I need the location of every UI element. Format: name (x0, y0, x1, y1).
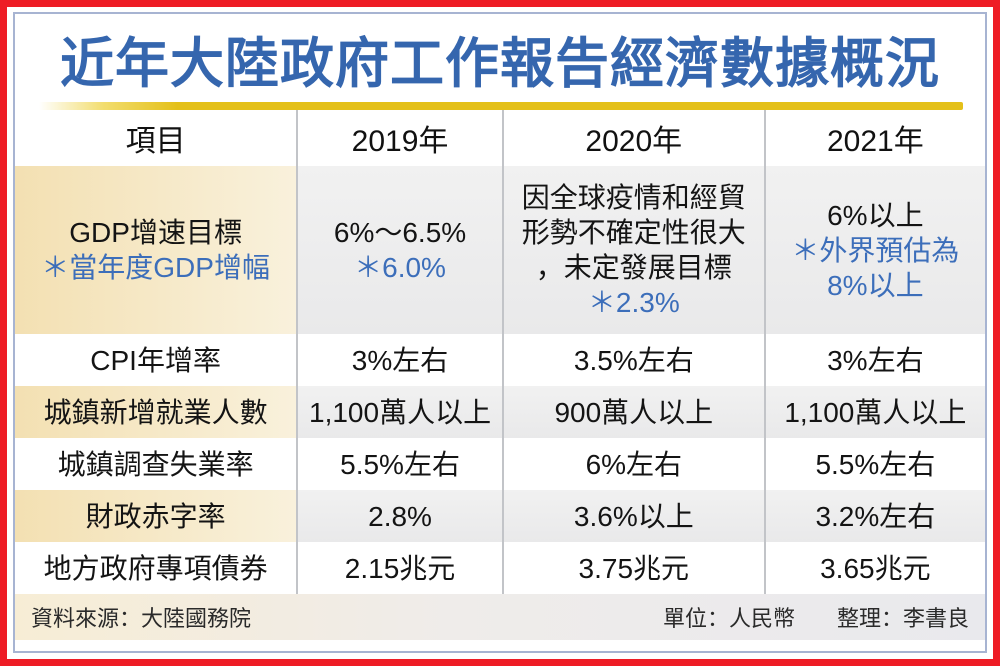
value-cell: 900萬人以上 (503, 386, 766, 438)
value-cell: 3.2%左右 (765, 490, 985, 542)
cell-text: 6%左右 (585, 448, 683, 480)
cell-text: 2.8% (368, 500, 432, 532)
value-cell: 1,100萬人以上 (765, 386, 985, 438)
value-cell: 因全球疫情和經貿 形勢不確定性很大 ，未定發展目標 ＊2.3% (503, 166, 766, 334)
column-header-2019: 2019年 (298, 110, 504, 166)
source-note: 資料來源：大陸國務院 (31, 606, 252, 631)
value-cell: 6%以上 ＊外界預估為 8%以上 (765, 166, 985, 334)
cell-text: 地方政府專項債券 (43, 552, 268, 584)
cell-text: 5.5%左右 (815, 448, 936, 480)
row-label-cell: 城鎮新增就業人數 (15, 386, 299, 438)
column-header-item: 項目 (15, 110, 299, 166)
row-label-cell: CPI年增率 (15, 334, 299, 386)
compiler-note: 整理：李書良 (836, 606, 969, 631)
data-table: GDP增速目標 ＊當年度GDP增幅 6%～6.5% ＊6.0% 因全球疫情和經貿 形勢不確… (15, 166, 985, 594)
column-header-2021: 2021年 (826, 125, 924, 158)
value-cell: 5.5%左右 (298, 438, 504, 490)
cell-text: 3%左右 (351, 344, 449, 376)
cell-text: 3.65兆元 (820, 552, 931, 584)
cell-text: CPI年增率 (90, 344, 221, 376)
value-cell: 2.8% (298, 490, 504, 542)
table-row: 城鎮新增就業人數 1,100萬人以上 900萬人以上 1,100萬人以上 (15, 386, 985, 438)
cell-text: GDP增速目標 (69, 217, 242, 248)
value-cell: 6%左右 (503, 438, 766, 490)
unit-note: 單位：人民幣 (662, 606, 795, 631)
cell-text: 3.2%左右 (815, 500, 936, 532)
value-cell: 3.5%左右 (503, 334, 766, 386)
footer-right-group: 單位：人民幣 整理：李書良 (663, 601, 969, 633)
value-cell: 3.65兆元 (765, 542, 985, 594)
cell-text: 900萬人以上 (554, 396, 714, 428)
cell-text: 2.15兆元 (344, 552, 456, 584)
column-header-2020: 2020年 (504, 110, 766, 166)
row-label-cell: 財政赤字率 (15, 490, 299, 542)
value-cell: 3%左右 (298, 334, 504, 386)
row-label-cell: 地方政府專項債券 (15, 542, 299, 594)
cell-text: 3.5%左右 (573, 344, 694, 376)
cell-text: 3%左右 (827, 344, 924, 376)
table-row: 財政赤字率 2.8% 3.6%以上 3.2%左右 (15, 490, 985, 542)
table-header-row: 項目 2019年 2020年 2021年 (15, 110, 985, 166)
content-box: 近年大陸政府工作報告經濟數據概況 項目 2019年 2020年 2021年 GD… (13, 12, 987, 653)
table-row: 城鎮調查失業率 5.5%左右 6%左右 5.5%左右 (15, 438, 985, 490)
cell-text: 3.6%以上 (573, 500, 694, 532)
value-cell: 3.6%以上 (503, 490, 766, 542)
cell-text: 形勢不確定性很大 (521, 217, 746, 248)
cell-text: 1,100萬人以上 (784, 396, 967, 428)
footnote-text: ＊外界預估為 (791, 234, 960, 266)
value-cell: 3.75兆元 (503, 542, 766, 594)
cell-text: 因全球疫情和經貿 (521, 182, 746, 213)
cell-text: 5.5%左右 (340, 448, 460, 480)
value-cell: 1,100萬人以上 (298, 386, 504, 438)
cell-text: 6%～6.5% (333, 217, 467, 248)
cell-text: 6%以上 (827, 199, 924, 231)
cell-text: 城鎮新增就業人數 (43, 396, 268, 428)
value-cell: 3%左右 (765, 334, 985, 386)
table-row: CPI年增率 3%左右 3.5%左右 3%左右 (15, 334, 985, 386)
cell-text: 3.75兆元 (578, 552, 690, 584)
cell-text: 城鎮調查失業率 (57, 448, 254, 480)
page-title: 近年大陸政府工作報告經濟數據概況 (60, 33, 940, 94)
footnote-text: ＊2.3% (587, 287, 680, 318)
table-row: 地方政府專項債券 2.15兆元 3.75兆元 3.65兆元 (15, 542, 985, 594)
footnote-text: ＊6.0% (354, 252, 446, 283)
cell-text: 財政赤字率 (85, 500, 226, 532)
value-cell: 5.5%左右 (765, 438, 985, 490)
cell-text: 1,100萬人以上 (309, 396, 492, 428)
cell-text: ，未定發展目標 (535, 252, 732, 283)
footer-band: 資料來源：大陸國務院 單位：人民幣 整理：李書良 (15, 594, 985, 640)
row-label-cell: 城鎮調查失業率 (15, 438, 299, 490)
gold-rule-divider (39, 102, 963, 110)
value-cell: 2.15兆元 (298, 542, 504, 594)
footnote-text: ＊當年度GDP增幅 (41, 252, 270, 283)
row-label-cell: GDP增速目標 ＊當年度GDP增幅 (15, 166, 299, 334)
table-row: GDP增速目標 ＊當年度GDP增幅 6%～6.5% ＊6.0% 因全球疫情和經貿 形勢不確… (15, 166, 985, 334)
footnote-text: 8%以上 (827, 269, 924, 301)
value-cell: 6%～6.5% ＊6.0% (298, 166, 504, 334)
title-bar: 近年大陸政府工作報告經濟數據概況 (15, 14, 985, 102)
